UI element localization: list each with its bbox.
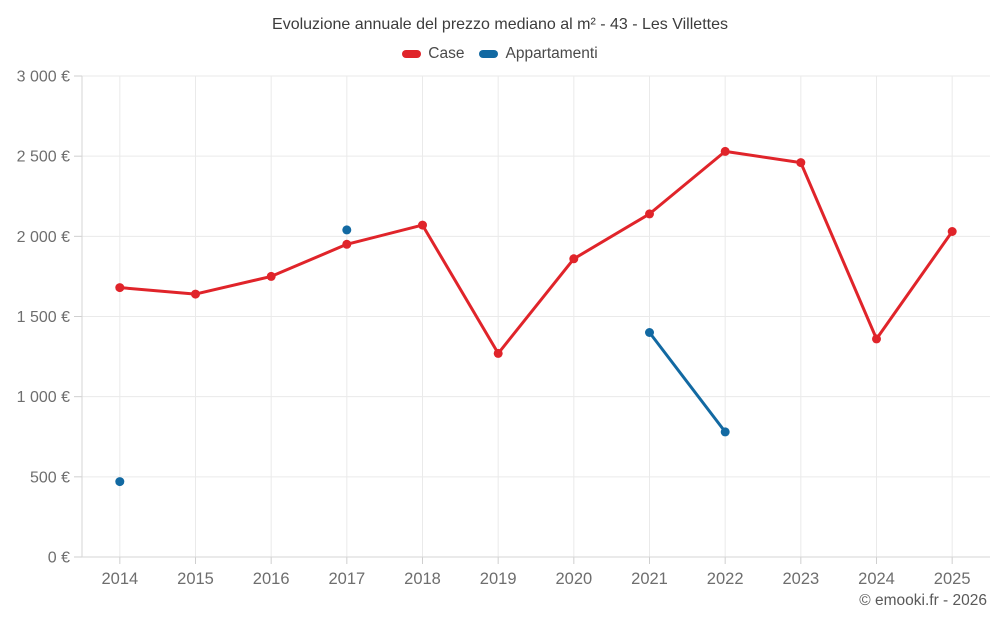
data-point-case-2018[interactable] xyxy=(418,220,427,230)
copyright-text: © emooki.fr - 2026 xyxy=(859,592,987,609)
x-axis-label: 2023 xyxy=(782,570,819,588)
data-point-case-2021[interactable] xyxy=(645,209,654,219)
x-axis-label: 2022 xyxy=(707,570,744,588)
x-axis-label: 2024 xyxy=(858,570,895,588)
case-series-swatch-icon xyxy=(402,50,422,58)
series-line-case xyxy=(118,149,954,355)
legend-item-case[interactable]: Case xyxy=(402,45,464,63)
x-axis-label: 2021 xyxy=(631,570,668,588)
x-axis-label: 2017 xyxy=(328,570,365,588)
data-point-case-2015[interactable] xyxy=(191,289,200,299)
data-point-appartamenti-2021[interactable] xyxy=(645,328,654,337)
legend-label-appartamenti: Appartamenti xyxy=(505,45,598,62)
data-point-case-2014[interactable] xyxy=(115,283,125,293)
data-point-appartamenti-2017[interactable] xyxy=(342,225,352,235)
x-axis-label: 2020 xyxy=(555,570,592,588)
x-axis-label: 2015 xyxy=(177,570,214,588)
x-axis-label: 2018 xyxy=(404,570,441,588)
data-point-case-2023[interactable] xyxy=(796,158,806,168)
chart-title: Evoluzione annuale del prezzo mediano al… xyxy=(272,16,728,33)
y-axis-label: 1 000 € xyxy=(17,389,70,406)
data-point-case-2024[interactable] xyxy=(872,334,881,344)
data-point-case-2016[interactable] xyxy=(266,271,276,281)
x-axis-label: 2016 xyxy=(253,570,290,588)
data-point-appartamenti-2022[interactable] xyxy=(720,427,730,437)
data-point-case-2020[interactable] xyxy=(569,254,579,264)
y-axis-label: 0 € xyxy=(48,550,70,567)
data-point-case-2022[interactable] xyxy=(720,146,730,156)
y-axis-label: 1 500 € xyxy=(17,309,70,326)
appartamenti-series-swatch-icon xyxy=(479,50,499,58)
x-axis-label: 2025 xyxy=(934,570,971,588)
y-axis-label: 3 000 € xyxy=(17,69,70,86)
data-point-case-2019[interactable] xyxy=(493,348,503,358)
legend-label-case: Case xyxy=(428,45,465,62)
data-point-case-2017[interactable] xyxy=(342,239,352,249)
y-axis-label: 2 000 € xyxy=(17,229,70,246)
legend-item-appartamenti[interactable]: Appartamenti xyxy=(479,45,598,63)
chart-legend: Case Appartamenti xyxy=(0,45,1000,63)
data-point-appartamenti-2014[interactable] xyxy=(115,477,125,487)
x-axis-label: 2019 xyxy=(480,570,517,588)
x-axis-label: 2014 xyxy=(101,570,138,588)
data-point-case-2025[interactable] xyxy=(947,227,957,236)
y-axis-label: 500 € xyxy=(30,469,70,486)
series-line-appartamenti xyxy=(648,331,727,434)
y-axis-label: 2 500 € xyxy=(17,149,70,166)
